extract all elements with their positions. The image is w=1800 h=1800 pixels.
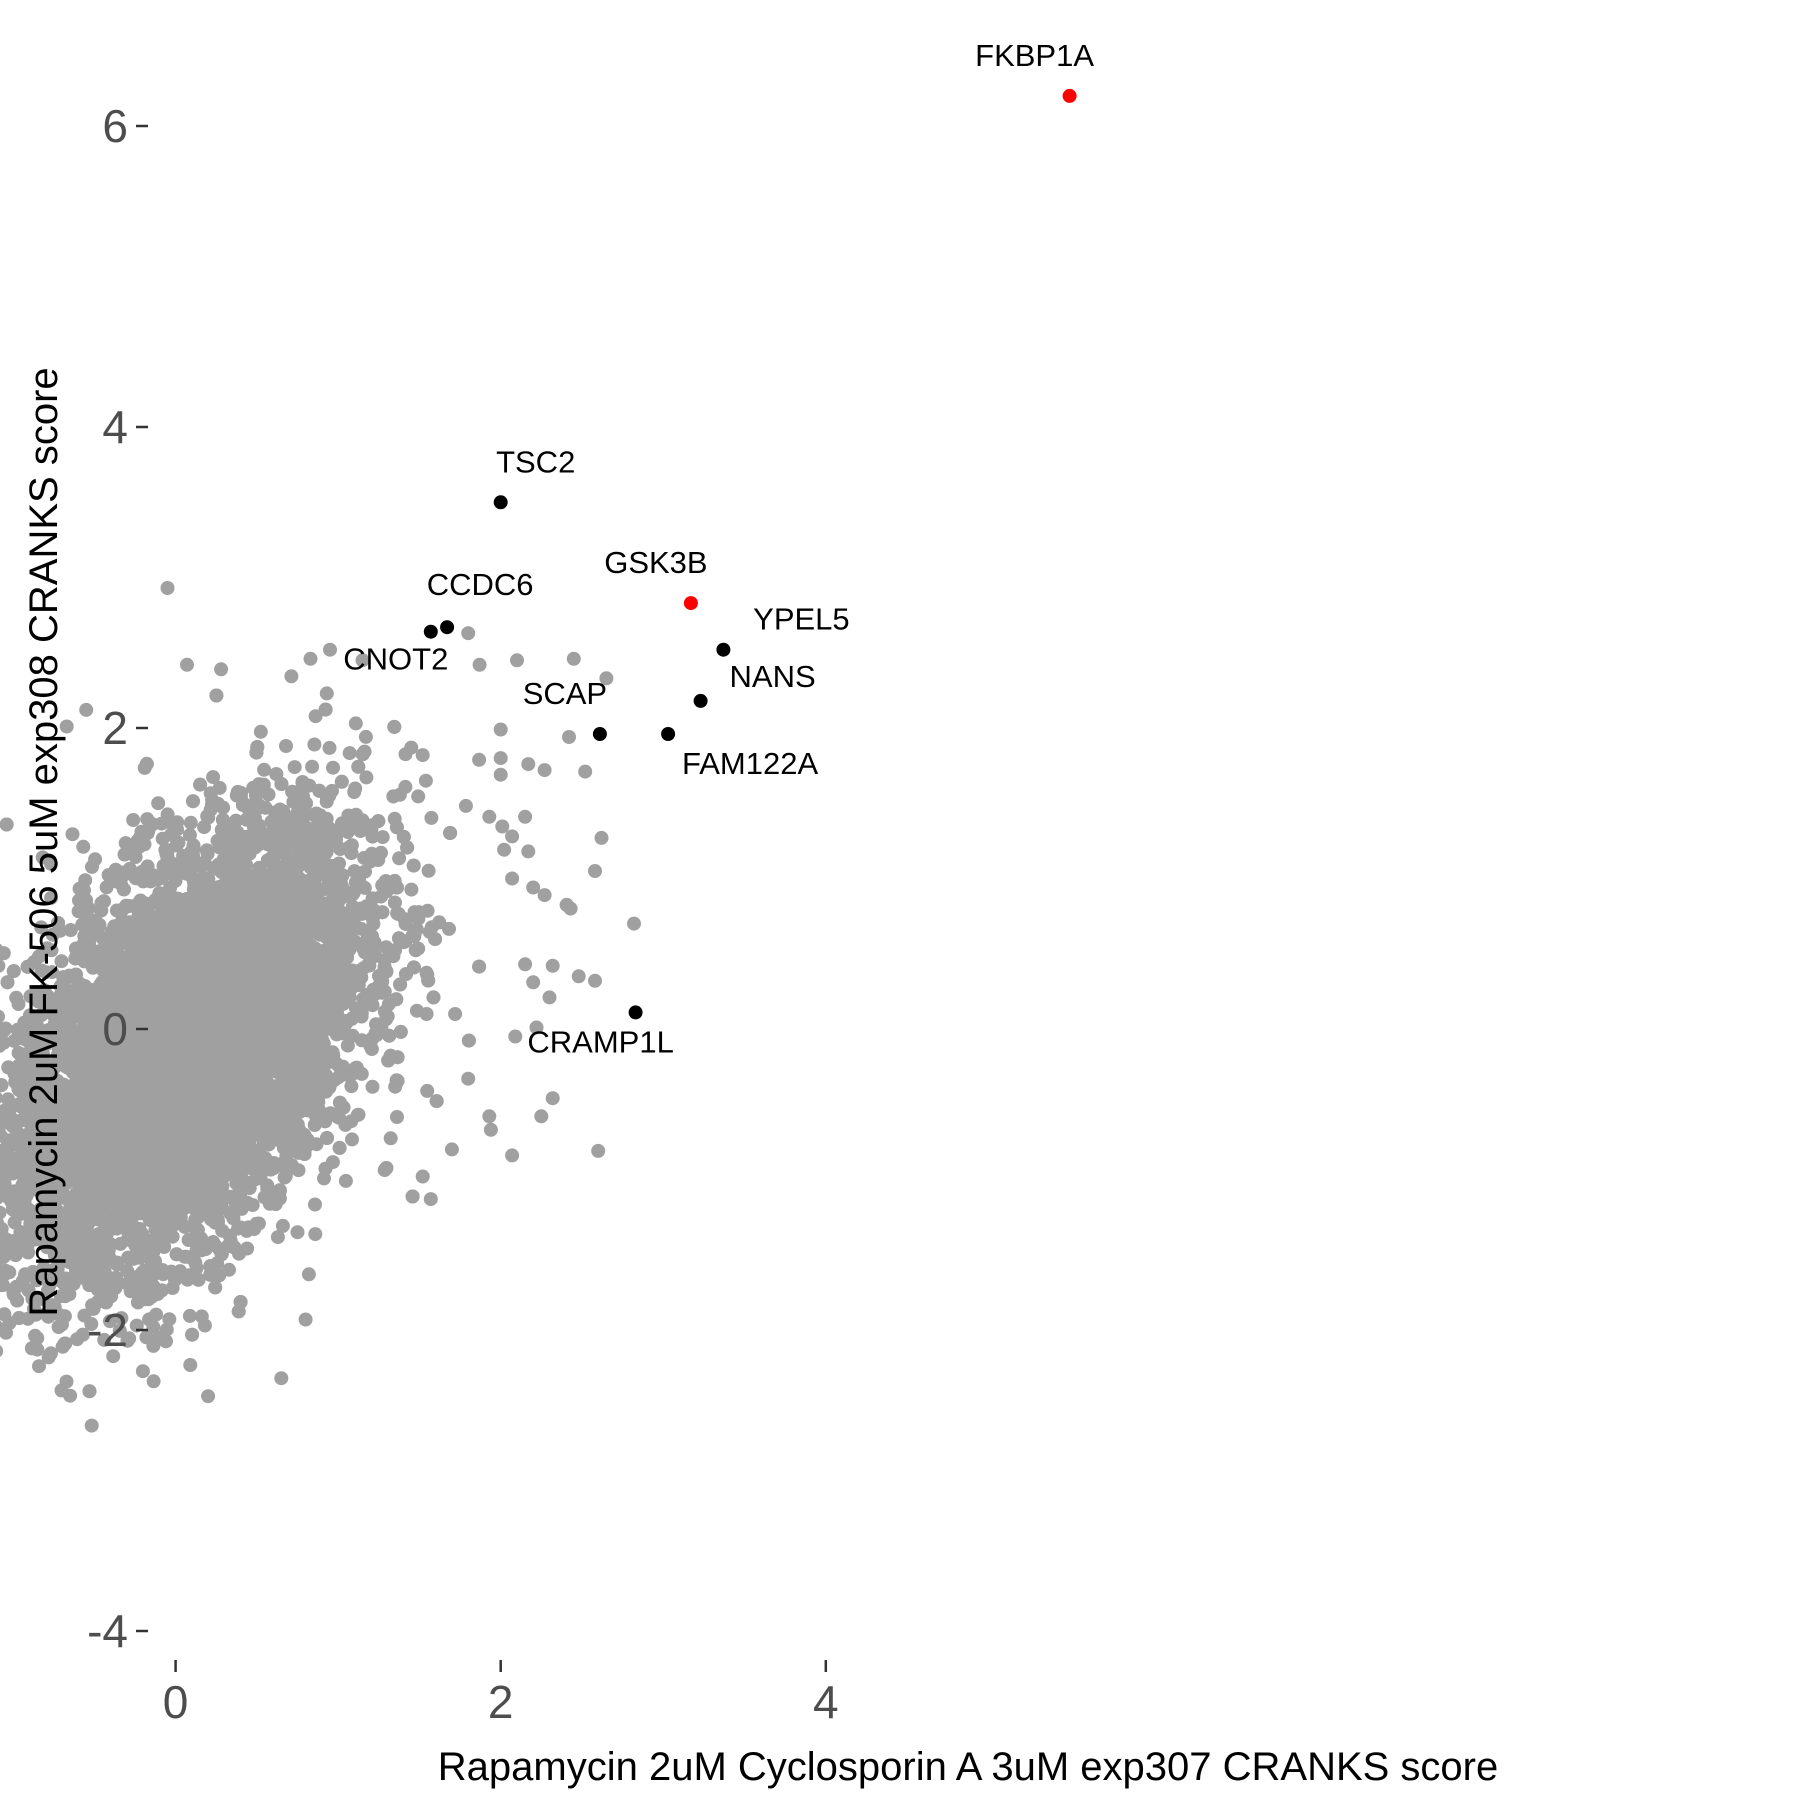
background-point: [253, 724, 268, 739]
background-point: [183, 815, 198, 830]
background-point: [497, 842, 512, 857]
background-point: [261, 787, 276, 802]
background-point: [0, 1009, 5, 1024]
background-point: [495, 819, 510, 834]
background-point: [326, 760, 340, 775]
background-point: [411, 789, 426, 804]
background-point: [151, 796, 166, 811]
background-point: [365, 1079, 380, 1094]
background-point: [420, 1083, 435, 1098]
background-point: [359, 770, 374, 785]
background-point: [76, 839, 91, 854]
background-point: [322, 740, 337, 755]
background-point: [126, 813, 141, 827]
background-point: [188, 1255, 203, 1270]
background-point: [146, 1374, 161, 1389]
background-point: [183, 1358, 198, 1372]
background-point: [390, 1110, 404, 1124]
background-point: [345, 1132, 359, 1147]
background-point: [44, 890, 59, 905]
background-point: [284, 669, 299, 684]
background-point: [392, 851, 407, 866]
background-point: [0, 1035, 11, 1050]
background-point: [275, 1218, 290, 1233]
background-points-layer: [0, 581, 641, 1433]
background-point: [84, 1418, 99, 1433]
background-point: [34, 920, 49, 935]
background-point: [0, 1345, 4, 1357]
background-point: [342, 746, 357, 761]
background-point: [279, 739, 293, 753]
background-point: [338, 1173, 353, 1188]
background-point: [65, 827, 80, 842]
background-point: [63, 1388, 78, 1403]
background-point: [458, 798, 473, 813]
background-point: [375, 830, 390, 845]
background-point: [270, 1230, 285, 1245]
background-point: [54, 954, 69, 969]
background-point: [135, 1364, 150, 1379]
